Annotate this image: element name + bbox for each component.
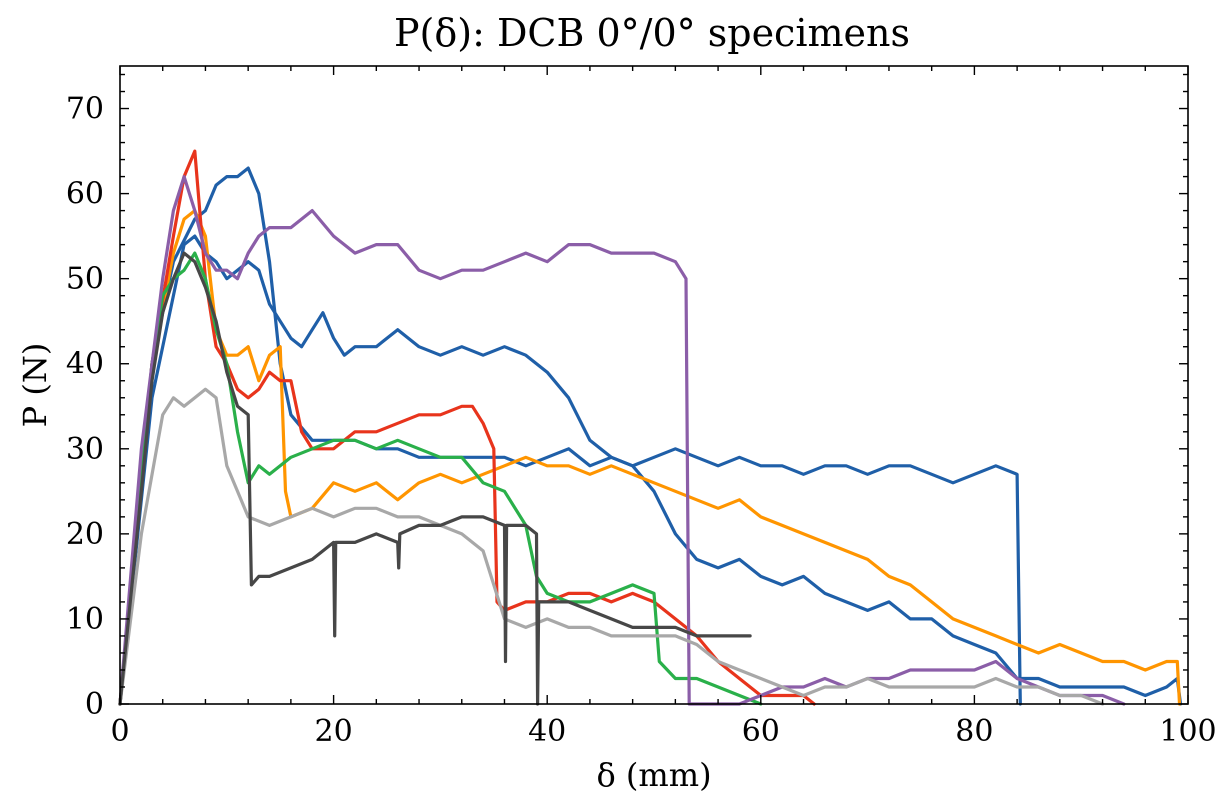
series-line-8 [118, 251, 752, 706]
y-tick-label: 70 [66, 92, 104, 127]
plot-lines [118, 149, 1183, 706]
y-tick-label: 50 [66, 262, 104, 297]
series-line-4 [118, 149, 816, 706]
x-tick-label: 100 [1159, 714, 1216, 749]
x-tick-label: 40 [528, 714, 566, 749]
y-tick-label: 60 [66, 177, 104, 212]
x-axis-label: δ (mm) [596, 756, 711, 794]
x-tick-label: 20 [315, 714, 353, 749]
series-line-7 [118, 387, 1105, 706]
x-tick-label: 0 [110, 714, 129, 749]
series-line-6 [118, 175, 1126, 706]
y-tick-label: 10 [66, 602, 104, 637]
series-line-2 [118, 234, 1183, 706]
series-line-5 [118, 251, 763, 706]
series-line-1 [118, 166, 1022, 706]
chart-title: P(δ): DCB 0°/0° specimens [394, 11, 910, 55]
x-tick-label: 60 [742, 714, 780, 749]
plot-frame [119, 65, 1189, 705]
y-tick-label: 0 [85, 687, 104, 722]
y-tick-label: 20 [66, 517, 104, 552]
x-tick-label: 80 [955, 714, 993, 749]
axis-ticks [119, 66, 1189, 705]
y-tick-label: 40 [66, 347, 104, 382]
y-axis-label: P (N) [16, 343, 54, 428]
series-line-3 [118, 209, 1182, 706]
tick-labels: 0 20 40 60 80 100 0 10 20 30 40 50 60 70 [66, 92, 1216, 749]
y-tick-label: 30 [66, 432, 104, 467]
